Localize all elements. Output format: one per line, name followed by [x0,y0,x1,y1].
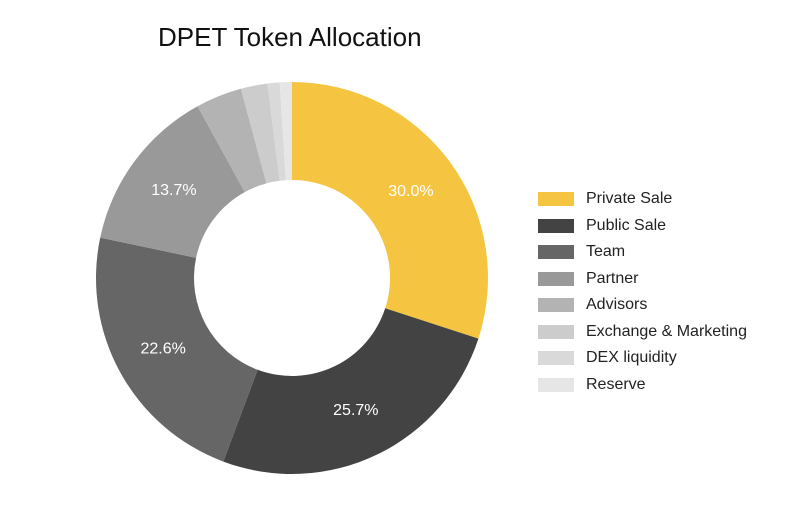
legend-swatch [538,271,574,286]
legend-swatch [538,218,574,233]
legend-swatch [538,245,574,260]
legend-swatch [538,298,574,313]
slice-data-label: 13.7% [151,182,196,199]
slice-reserve [279,82,292,181]
legend-label: Advisors [586,296,648,314]
slice-team [95,237,258,462]
legend-item: Partner [538,266,747,293]
slice-data-label: 22.6% [140,340,185,357]
legend-swatch [538,351,574,366]
legend-label: Partner [586,269,639,287]
legend-label: Team [586,243,626,261]
slice-data-label: 25.7% [333,402,378,419]
legend-swatch [538,192,574,207]
legend-label: Public Sale [586,216,667,234]
chart-title: DPET Token Allocation [158,22,422,52]
slice-data-label: 30.0% [388,183,433,200]
slice-private-sale [292,82,488,339]
legend-label: Exchange & Marketing [586,322,747,340]
legend-item: Team [538,239,747,266]
slice-dex-liquidity [267,82,286,181]
legend-item: Advisors [538,292,747,319]
legend: Private Sale Public Sale Team Partner Adviso… [538,186,747,398]
legend-label: DEX liquidity [586,349,677,367]
slice-advisors [197,88,267,193]
legend-swatch [538,324,574,339]
legend-label: Private Sale [586,190,673,208]
legend-item: DEX liquidity [538,345,747,372]
legend-item: Private Sale [538,186,747,213]
legend-item: Exchange & Marketing [538,319,747,346]
slice-partner [100,106,245,258]
slice-exchange-marketing [240,83,280,184]
slice-public-sale [223,308,479,475]
legend-item: Reserve [538,372,747,399]
legend-swatch [538,377,574,392]
legend-label: Reserve [586,375,646,393]
legend-item: Public Sale [538,213,747,240]
